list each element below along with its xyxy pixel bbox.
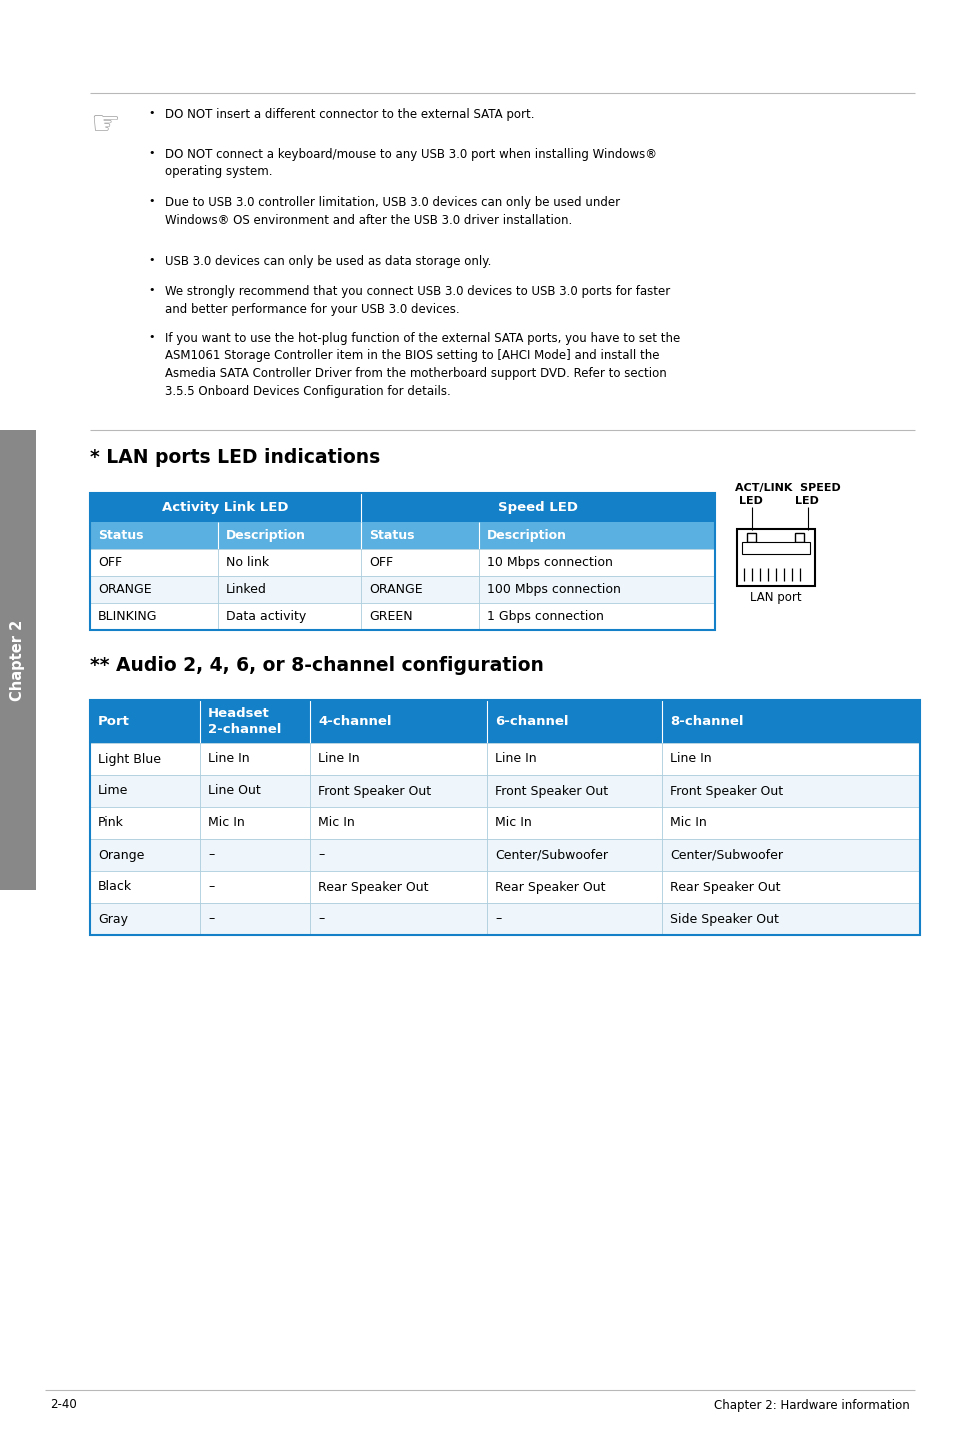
Text: ☞: ☞ (90, 108, 120, 141)
Text: –: – (317, 913, 324, 926)
Text: Black: Black (98, 880, 132, 893)
Text: Line In: Line In (495, 752, 536, 765)
Bar (90, 522, 714, 549)
Text: –: – (208, 913, 214, 926)
Bar (90, 838, 919, 871)
Bar (90, 603, 714, 630)
Text: ACT/LINK  SPEED: ACT/LINK SPEED (734, 483, 840, 493)
Bar (90, 700, 919, 935)
Text: Data activity: Data activity (226, 610, 306, 623)
Text: No link: No link (226, 557, 269, 569)
Text: DO NOT insert a different connector to the external SATA port.: DO NOT insert a different connector to t… (165, 108, 534, 121)
Text: Linked: Linked (226, 582, 267, 595)
Text: Line In: Line In (669, 752, 711, 765)
Text: Pink: Pink (98, 817, 124, 830)
Text: Front Speaker Out: Front Speaker Out (669, 785, 782, 798)
Text: DO NOT connect a keyboard/mouse to any USB 3.0 port when installing Windows®
ope: DO NOT connect a keyboard/mouse to any U… (165, 148, 657, 178)
Text: Chapter 2: Hardware information: Chapter 2: Hardware information (714, 1399, 909, 1412)
Text: OFF: OFF (369, 557, 393, 569)
Text: Line In: Line In (208, 752, 250, 765)
Text: 8-channel: 8-channel (669, 715, 742, 728)
Text: 100 Mbps connection: 100 Mbps connection (486, 582, 620, 595)
Text: Port: Port (98, 715, 130, 728)
Text: Chapter 2: Chapter 2 (10, 620, 26, 700)
Bar (90, 700, 919, 743)
Text: * LAN ports LED indications: * LAN ports LED indications (90, 449, 380, 467)
Text: Rear Speaker Out: Rear Speaker Out (495, 880, 605, 893)
Text: Line Out: Line Out (208, 785, 260, 798)
Bar (90, 775, 919, 807)
Bar (90, 807, 919, 838)
Text: Orange: Orange (98, 848, 144, 861)
Bar (90, 743, 919, 775)
Text: 10 Mbps connection: 10 Mbps connection (486, 557, 612, 569)
Text: OFF: OFF (98, 557, 122, 569)
Bar (0, 430, 36, 890)
Text: Gray: Gray (98, 913, 128, 926)
Bar (90, 549, 714, 577)
Bar (794, 533, 803, 542)
Text: 2-40: 2-40 (50, 1399, 76, 1412)
Text: Line In: Line In (317, 752, 359, 765)
Text: Side Speaker Out: Side Speaker Out (669, 913, 778, 926)
Text: ORANGE: ORANGE (369, 582, 422, 595)
Text: Lime: Lime (98, 785, 129, 798)
Text: Mic In: Mic In (317, 817, 355, 830)
Text: Light Blue: Light Blue (98, 752, 161, 765)
Text: 6-channel: 6-channel (495, 715, 568, 728)
Bar (90, 493, 714, 630)
Text: Rear Speaker Out: Rear Speaker Out (317, 880, 428, 893)
Text: Description: Description (486, 529, 566, 542)
Text: Front Speaker Out: Front Speaker Out (317, 785, 431, 798)
Text: •: • (149, 255, 155, 265)
Bar (746, 533, 755, 542)
Text: LED: LED (794, 496, 818, 506)
Text: Mic In: Mic In (495, 817, 531, 830)
Text: ORANGE: ORANGE (98, 582, 152, 595)
Text: –: – (208, 848, 214, 861)
Text: •: • (149, 148, 155, 158)
Bar (90, 871, 919, 903)
Text: Due to USB 3.0 controller limitation, USB 3.0 devices can only be used under
Win: Due to USB 3.0 controller limitation, US… (165, 196, 619, 227)
Text: –: – (208, 880, 214, 893)
Text: Description: Description (226, 529, 306, 542)
Bar (90, 577, 714, 603)
Text: Status: Status (369, 529, 414, 542)
Text: ** Audio 2, 4, 6, or 8-channel configuration: ** Audio 2, 4, 6, or 8-channel configura… (90, 656, 543, 674)
Text: Front Speaker Out: Front Speaker Out (495, 785, 607, 798)
Text: BLINKING: BLINKING (98, 610, 157, 623)
Text: •: • (149, 108, 155, 118)
Text: Headset
2-channel: Headset 2-channel (208, 707, 281, 736)
Text: We strongly recommend that you connect USB 3.0 devices to USB 3.0 ports for fast: We strongly recommend that you connect U… (165, 285, 670, 315)
Text: Mic In: Mic In (208, 817, 245, 830)
Text: Status: Status (98, 529, 143, 542)
Text: 4-channel: 4-channel (317, 715, 391, 728)
Text: Speed LED: Speed LED (497, 500, 578, 513)
Bar (737, 529, 814, 587)
Text: LAN port: LAN port (749, 591, 801, 604)
Bar (741, 542, 809, 554)
Text: •: • (149, 196, 155, 206)
Text: Center/Subwoofer: Center/Subwoofer (495, 848, 607, 861)
Text: 1 Gbps connection: 1 Gbps connection (486, 610, 603, 623)
Bar (90, 493, 714, 522)
Text: Center/Subwoofer: Center/Subwoofer (669, 848, 782, 861)
Text: If you want to use the hot-plug function of the external SATA ports, you have to: If you want to use the hot-plug function… (165, 332, 679, 397)
Text: –: – (317, 848, 324, 861)
Text: USB 3.0 devices can only be used as data storage only.: USB 3.0 devices can only be used as data… (165, 255, 491, 267)
Text: GREEN: GREEN (369, 610, 413, 623)
Bar (90, 903, 919, 935)
Text: Rear Speaker Out: Rear Speaker Out (669, 880, 780, 893)
Text: –: – (495, 913, 500, 926)
Text: •: • (149, 285, 155, 295)
Text: LED: LED (739, 496, 762, 506)
Text: Activity Link LED: Activity Link LED (162, 500, 289, 513)
Text: Mic In: Mic In (669, 817, 706, 830)
Text: •: • (149, 332, 155, 342)
